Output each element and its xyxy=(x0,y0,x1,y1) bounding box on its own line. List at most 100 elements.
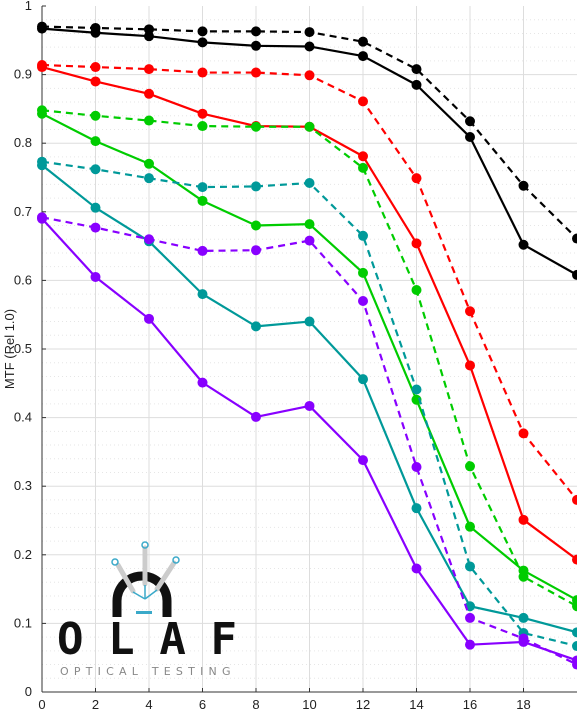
data-point xyxy=(358,162,368,173)
data-point xyxy=(572,627,577,638)
logo-mark-icon xyxy=(111,541,180,617)
data-point xyxy=(90,136,101,147)
data-point xyxy=(144,173,154,184)
data-point xyxy=(197,67,208,78)
y-tick-label: 0.9 xyxy=(14,67,32,82)
data-point xyxy=(411,563,422,574)
data-point xyxy=(572,641,577,652)
data-point xyxy=(304,316,315,327)
series-5 xyxy=(37,108,577,606)
data-point xyxy=(358,230,368,241)
data-point xyxy=(465,116,475,127)
data-point xyxy=(411,461,422,472)
x-tick-label: 0 xyxy=(38,697,45,712)
data-point xyxy=(144,24,154,35)
data-point xyxy=(197,289,208,300)
data-point xyxy=(144,64,154,75)
series-9 xyxy=(37,213,577,666)
data-point xyxy=(518,180,529,191)
data-point xyxy=(304,219,315,230)
data-point xyxy=(90,164,101,175)
data-point xyxy=(37,62,47,73)
data-point xyxy=(197,245,208,256)
data-point xyxy=(197,182,208,193)
axes: 00.10.20.30.40.50.60.70.80.910 2 4 6 8 10 12 14… xyxy=(14,0,577,712)
x-tick-label: 6 xyxy=(199,697,206,712)
data-point xyxy=(358,36,368,47)
data-point xyxy=(144,88,154,99)
data-point xyxy=(304,121,315,132)
data-point xyxy=(411,79,422,90)
data-point xyxy=(411,238,422,249)
data-point xyxy=(572,494,577,505)
data-point xyxy=(358,374,368,385)
data-point xyxy=(518,565,529,576)
data-point xyxy=(465,561,475,572)
data-point xyxy=(518,239,529,250)
x-tick-label: 10 xyxy=(302,697,316,712)
data-point xyxy=(90,27,101,38)
data-point xyxy=(572,655,577,666)
data-point xyxy=(90,110,101,121)
data-point xyxy=(465,306,475,317)
logo-wordmark: OLAF xyxy=(57,614,237,665)
data-point xyxy=(90,222,101,233)
data-point xyxy=(304,41,315,52)
data-point xyxy=(144,31,154,42)
series-3 xyxy=(37,62,577,565)
data-point xyxy=(411,394,422,405)
data-point xyxy=(90,202,101,213)
data-point xyxy=(251,121,261,132)
data-point xyxy=(358,267,368,278)
y-tick-label: 0.3 xyxy=(14,478,32,493)
data-point xyxy=(37,213,47,224)
y-tick-label: 1 xyxy=(25,0,32,13)
data-point xyxy=(144,234,154,245)
data-point xyxy=(465,521,475,532)
data-point xyxy=(251,67,261,78)
data-point xyxy=(37,23,47,34)
data-point xyxy=(197,37,208,48)
data-point xyxy=(411,503,422,514)
data-point xyxy=(358,295,368,306)
data-point xyxy=(518,612,529,623)
data-point xyxy=(518,514,529,525)
data-point xyxy=(304,177,315,188)
data-point xyxy=(518,428,529,439)
data-point xyxy=(358,455,368,466)
data-point xyxy=(411,173,422,184)
data-point xyxy=(572,269,577,280)
y-tick-label: 0.8 xyxy=(14,135,32,150)
data-point xyxy=(197,377,208,388)
y-tick-label: 0.2 xyxy=(14,547,32,562)
y-tick-label: 0.5 xyxy=(14,341,32,356)
data-point xyxy=(144,158,154,169)
data-point xyxy=(465,360,475,371)
series-1 xyxy=(37,23,577,280)
y-axis-label: MTF (Rel 1.0) xyxy=(2,309,17,389)
data-point xyxy=(37,108,47,119)
data-point xyxy=(572,233,577,244)
data-point xyxy=(518,636,529,647)
logo-subtitle: OPTICAL TESTING xyxy=(60,665,235,678)
x-tick-label: 2 xyxy=(92,697,99,712)
series-0 xyxy=(37,21,577,244)
data-point xyxy=(572,554,577,565)
data-point xyxy=(411,384,422,395)
data-point xyxy=(90,271,101,282)
y-tick-label: 0.6 xyxy=(14,272,32,287)
data-point xyxy=(304,27,315,38)
data-point xyxy=(304,70,315,81)
data-point xyxy=(251,321,261,332)
y-tick-label: 0.1 xyxy=(14,615,32,630)
data-point xyxy=(251,220,261,231)
data-point xyxy=(572,595,577,606)
data-point xyxy=(465,132,475,143)
data-point xyxy=(304,400,315,411)
data-point xyxy=(90,76,101,87)
data-point xyxy=(197,195,208,206)
x-tick-label: 4 xyxy=(145,697,152,712)
data-point xyxy=(465,612,475,623)
data-point xyxy=(465,639,475,650)
